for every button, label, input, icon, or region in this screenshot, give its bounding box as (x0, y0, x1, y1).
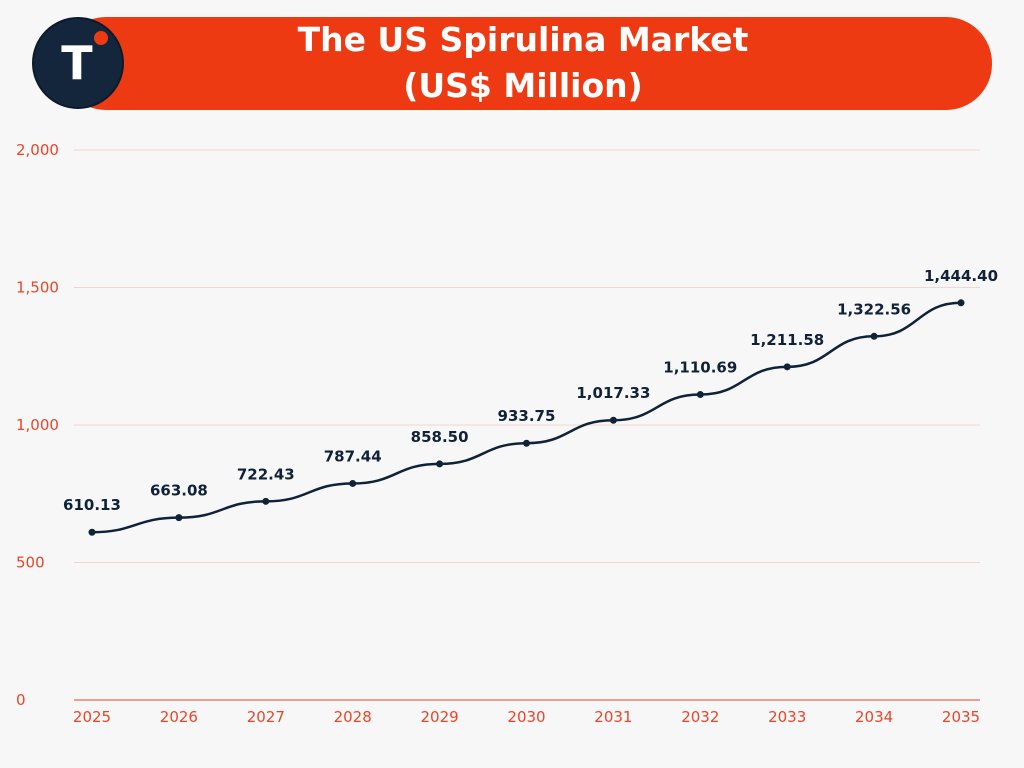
title-line-1: The US Spirulina Market (297, 20, 749, 59)
data-point (262, 497, 270, 505)
x-tick-label: 2033 (768, 708, 806, 726)
title-line-2: (US$ Million) (403, 66, 643, 105)
y-tick-label: 1,500 (16, 279, 59, 297)
logo-letter: T (61, 36, 93, 90)
y-tick-label: 500 (16, 554, 45, 572)
data-point (870, 332, 878, 340)
x-tick-label: 2026 (160, 708, 198, 726)
data-point (957, 299, 965, 307)
data-label: 1,017.33 (576, 384, 650, 402)
y-tick-label: 0 (16, 691, 26, 709)
data-label: 1,322.56 (837, 300, 911, 318)
data-point (523, 439, 530, 447)
logo-dot (94, 31, 108, 45)
data-label: 787.44 (324, 447, 382, 465)
x-tick-label: 2027 (247, 708, 285, 726)
data-point (88, 528, 96, 536)
x-tick-label: 2031 (594, 708, 632, 726)
chart-title: The US Spirulina Market (US$ Million) (30, 17, 1016, 110)
brand-logo: T (32, 17, 124, 109)
y-tick-label: 2,000 (16, 141, 59, 159)
title-banner (60, 17, 992, 110)
data-point (783, 363, 791, 371)
data-label: 1,444.40 (924, 267, 998, 285)
data-label: 663.08 (150, 482, 208, 500)
x-tick-label: 2035 (942, 708, 980, 726)
x-tick-label: 2032 (681, 708, 719, 726)
data-point (175, 514, 183, 522)
data-point (696, 391, 704, 399)
data-label: 722.43 (237, 465, 295, 483)
x-tick-label: 2034 (855, 708, 893, 726)
data-label: 610.13 (63, 496, 121, 514)
data-label: 1,110.69 (663, 359, 737, 377)
x-tick-label: 2030 (507, 708, 545, 726)
data-label: 858.50 (411, 428, 469, 446)
data-label: 933.75 (498, 407, 556, 425)
x-tick-label: 2029 (421, 708, 459, 726)
data-label: 1,211.58 (750, 331, 824, 349)
data-point (349, 479, 357, 487)
x-tick-label: 2025 (73, 708, 111, 726)
x-tick-label: 2028 (334, 708, 372, 726)
y-tick-label: 1,000 (16, 416, 59, 434)
data-point (609, 416, 617, 424)
data-point (436, 460, 444, 468)
